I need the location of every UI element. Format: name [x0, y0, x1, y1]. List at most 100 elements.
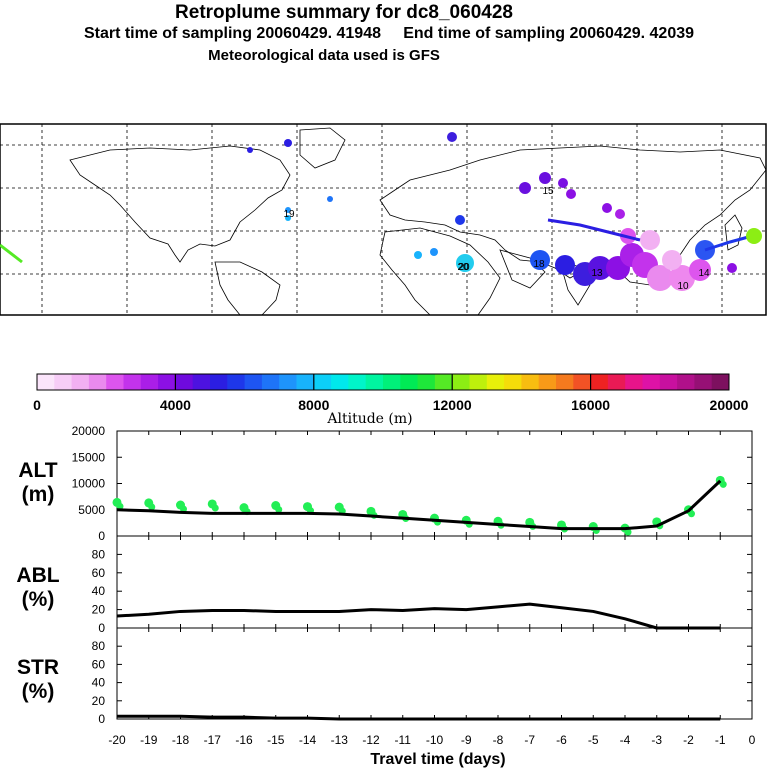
map-graticule — [0, 124, 766, 315]
x-tick-label: -20 — [108, 733, 126, 747]
plume-dot — [588, 256, 612, 280]
x-tick-label: -3 — [651, 733, 662, 747]
colorbar-swatch — [54, 374, 73, 390]
colorbar-swatch — [296, 374, 315, 390]
greenland-outline — [299, 127, 346, 169]
colorbar-swatch — [469, 374, 488, 390]
colorbar-swatch — [694, 374, 713, 390]
colorbar-swatch — [573, 374, 592, 390]
x-tick-label: -16 — [235, 733, 253, 747]
plume-dot — [558, 178, 568, 188]
x-tick-label: -7 — [524, 733, 535, 747]
colorbar-frame — [36, 373, 730, 391]
met-data-subtitle: Meteorological data used is GFS — [208, 47, 440, 64]
y-tick-label: 20 — [92, 603, 106, 617]
colorbar-swatch — [659, 374, 678, 390]
chart-title: Retroplume summary for dc8_060428 — [175, 2, 513, 23]
plume-dot — [647, 265, 673, 291]
colorbar-tick-label: 8000 — [298, 397, 329, 413]
x-tick-label: -14 — [299, 733, 317, 747]
plume-dot — [669, 265, 695, 291]
plume-blobs — [247, 132, 737, 291]
colorbar-swatch — [642, 374, 661, 390]
colorbar-swatch — [365, 374, 384, 390]
x-tick-label: -13 — [331, 733, 349, 747]
series-line-str — [117, 714, 721, 721]
plume-dot — [414, 251, 422, 259]
series-line-alt — [116, 479, 722, 531]
x-tick-label: -4 — [620, 733, 631, 747]
colorbar-swatch — [210, 374, 228, 390]
trajectory-line — [704, 234, 753, 252]
plume-label: 15 — [542, 186, 554, 197]
plume-dot — [456, 254, 474, 272]
panel-abl: 0 20 40 60 80 ABL(%) — [16, 535, 753, 635]
colorbar-swatch — [158, 374, 176, 390]
plume-dot — [727, 263, 737, 273]
release-point-marker — [746, 228, 762, 244]
x-tick-label: -8 — [493, 733, 504, 747]
colorbar-swatch — [556, 374, 574, 390]
plume-dot — [539, 172, 551, 184]
x-tick-label: -12 — [362, 733, 380, 747]
altitude-point — [719, 480, 727, 488]
y-tick-label: 40 — [92, 584, 106, 598]
y-tick-label: 0 — [98, 529, 105, 543]
plume-dot — [530, 250, 550, 270]
plume-dot — [327, 196, 333, 202]
panel-frame — [116, 535, 753, 629]
series-line-abl — [116, 602, 721, 630]
panel-alt: 0 5000 10000 15000 20000 ALT(m) — [18, 424, 753, 543]
plume-label: 20 — [457, 262, 469, 273]
y-tick-label: 10000 — [72, 477, 106, 491]
x-tick-label: -11 — [395, 733, 412, 747]
colorbar-swatch — [677, 374, 695, 390]
trajectory-line — [0, 243, 23, 264]
colorbar-swatch — [625, 374, 643, 390]
y-tick-label: 60 — [92, 657, 106, 671]
plume-dot — [566, 189, 576, 199]
plume-dot — [555, 255, 575, 275]
colorbar-swatch — [538, 374, 557, 390]
y-tick-label: 0 — [98, 621, 105, 635]
trajectory-line — [547, 218, 641, 242]
colorbar-swatch — [434, 374, 453, 390]
altitude-colorbar: 0 4000 8000 12000 16000 20000 Altitude (m) — [33, 373, 749, 427]
x-tick-label: -1 — [715, 733, 726, 747]
plume-dot — [455, 215, 465, 225]
colorbar-label: Altitude (m) — [326, 411, 412, 427]
x-tick-label: -6 — [556, 733, 567, 747]
altitude-point — [211, 504, 219, 512]
north-america-outline — [69, 145, 291, 263]
plume-label: 14 — [698, 268, 710, 279]
panel-label: (%) — [22, 680, 55, 703]
altitude-point — [275, 506, 283, 514]
panel-label: (m) — [22, 483, 55, 506]
colorbar-swatch — [140, 374, 159, 390]
plume-dot — [285, 215, 291, 221]
panel-frame — [116, 627, 753, 720]
plume-label: 13 — [591, 268, 603, 279]
colorbar-tick-label: 0 — [33, 397, 41, 413]
colorbar-swatch — [123, 374, 142, 390]
y-tick-label: 40 — [92, 676, 106, 690]
colorbar-tick-label: 20000 — [710, 397, 749, 413]
x-axis-label: Travel time (days) — [370, 751, 505, 768]
plume-dot — [430, 248, 438, 256]
y-tick-label: 20000 — [72, 424, 106, 438]
altitude-point — [180, 505, 187, 513]
colorbar-swatch — [348, 374, 367, 390]
plume-label: 10 — [677, 281, 689, 292]
y-tick-label: 15000 — [72, 450, 106, 464]
plume-label: 20 — [458, 262, 470, 273]
x-tick-label: -17 — [204, 733, 222, 747]
x-tick-label: -2 — [683, 733, 694, 747]
colorbar-swatch — [607, 374, 626, 390]
altitude-point — [148, 503, 156, 511]
colorbar-swatch — [504, 374, 522, 390]
x-tick-label: -15 — [267, 733, 285, 747]
colorbar-swatch — [521, 374, 540, 390]
plume-dot — [284, 139, 292, 147]
